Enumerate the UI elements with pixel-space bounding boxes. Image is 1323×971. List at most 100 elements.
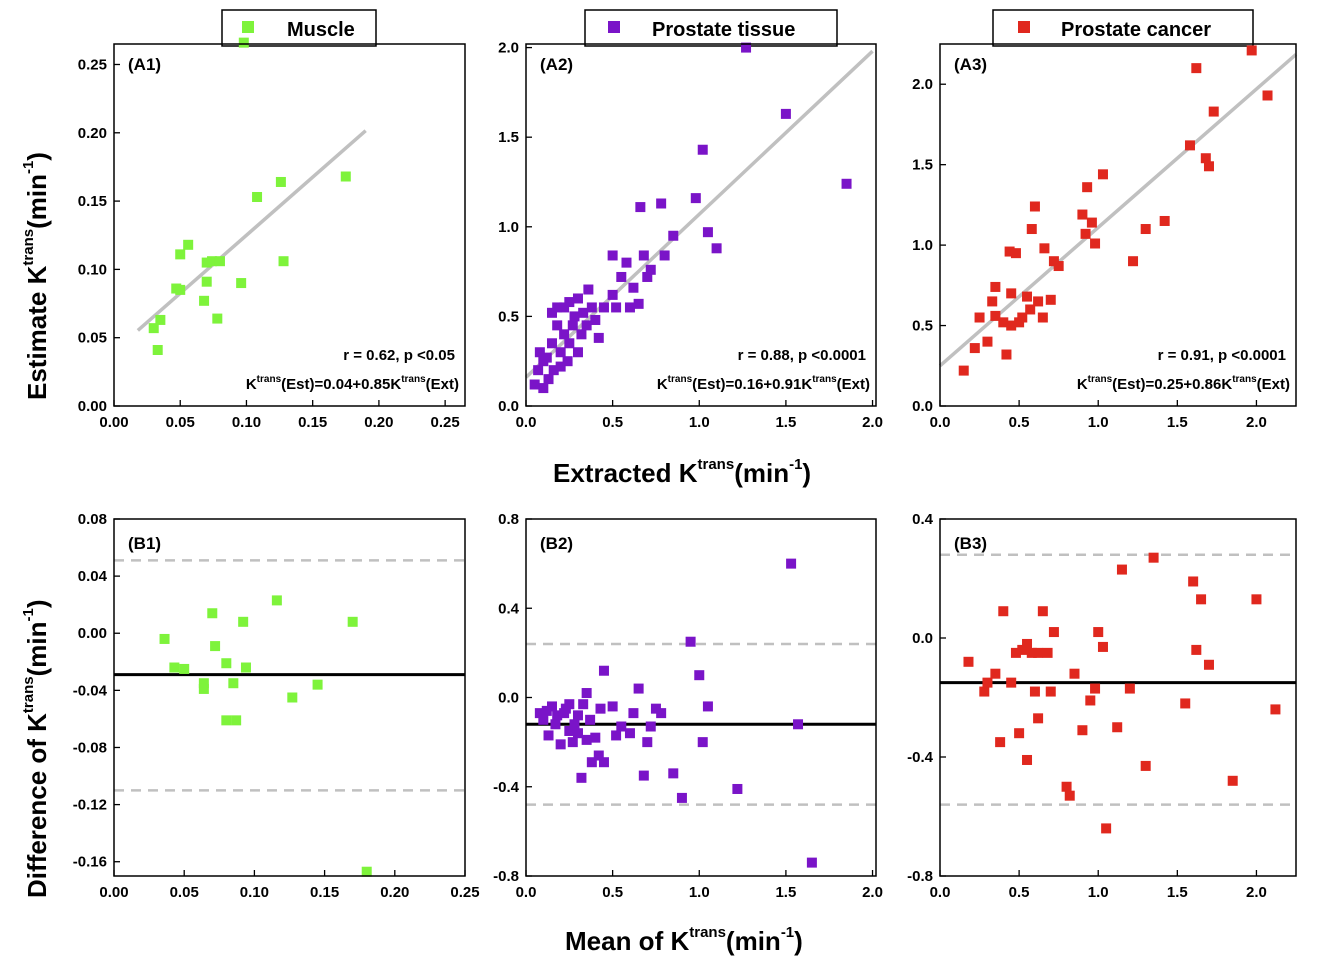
data-point — [1014, 728, 1025, 739]
data-point — [238, 37, 249, 48]
data-point — [1010, 248, 1021, 259]
data-point — [1124, 683, 1135, 694]
data-point — [616, 271, 627, 282]
data-point — [642, 271, 653, 282]
data-point — [628, 708, 639, 719]
data-point — [697, 737, 708, 748]
data-point — [979, 686, 990, 697]
data-point — [635, 202, 646, 213]
equation-part: (Ext) — [1257, 376, 1290, 393]
equation-part: (Est)=0.16+0.91K — [692, 376, 812, 393]
data-point — [567, 320, 578, 331]
data-point — [1227, 775, 1238, 786]
x-tick-label: 1.5 — [775, 884, 796, 901]
data-point — [1039, 243, 1050, 254]
panel-label: (A2) — [540, 55, 573, 74]
data-point — [562, 356, 573, 367]
data-point — [642, 737, 653, 748]
data-point — [585, 714, 596, 725]
data-point — [550, 719, 561, 730]
regression-fit-line — [136, 129, 367, 332]
data-point — [312, 679, 323, 690]
data-point — [347, 616, 358, 627]
data-point — [212, 313, 223, 324]
y-tick-label: 0.04 — [78, 568, 108, 585]
y-tick-label: 1.0 — [912, 237, 933, 254]
data-point — [1097, 641, 1108, 652]
y-tick-label: -0.16 — [73, 854, 107, 871]
equation-part: K — [246, 376, 257, 393]
data-point — [340, 171, 351, 182]
data-point — [555, 347, 566, 358]
panel-label: (A1) — [128, 55, 161, 74]
data-point — [1077, 209, 1088, 220]
data-point — [275, 176, 286, 187]
data-point — [581, 734, 592, 745]
data-point — [221, 715, 232, 726]
data-point — [546, 701, 557, 712]
data-point — [555, 361, 566, 372]
data-point — [1022, 291, 1033, 302]
data-point — [169, 662, 180, 673]
data-point — [638, 250, 649, 261]
data-point — [1026, 647, 1037, 658]
data-point — [221, 658, 232, 669]
data-point — [271, 595, 282, 606]
x-tick-label: 0.05 — [166, 414, 195, 431]
data-point — [1064, 790, 1075, 801]
data-point — [1017, 644, 1028, 655]
data-point — [214, 256, 225, 267]
data-point — [572, 347, 583, 358]
data-point — [1116, 564, 1127, 575]
data-point — [1033, 647, 1044, 658]
panel-b1: 0.00 0.05 0.10 0.15 0.20 0.25 0.08 0.04 0.00 -0.0… — [73, 511, 480, 901]
data-point — [656, 198, 667, 209]
x-tick-label: 0.15 — [310, 884, 339, 901]
data-point — [694, 670, 705, 681]
data-point — [702, 701, 713, 712]
equation-part: (Ext) — [837, 376, 870, 393]
data-point — [1208, 106, 1219, 117]
data-point — [998, 317, 1009, 328]
data-point — [1006, 288, 1017, 299]
x-tick-label: 1.5 — [1167, 414, 1188, 431]
x-tick-label: 0.20 — [364, 414, 393, 431]
data-point — [1159, 215, 1170, 226]
data-point — [659, 250, 670, 261]
data-point — [198, 678, 209, 689]
legend-prostate-cancer: Prostate cancer — [992, 9, 1254, 47]
data-point — [155, 314, 166, 325]
data-point — [628, 282, 639, 293]
data-point — [1077, 725, 1088, 736]
y-tick-label: 0.00 — [78, 625, 107, 642]
panel-a1: 0.00 0.05 0.10 0.15 0.20 0.25 0.00 0.05 0.10 0.15… — [78, 37, 466, 431]
x-tick-label: 0.10 — [240, 884, 269, 901]
data-point — [564, 699, 575, 710]
data-point — [1270, 704, 1281, 715]
x-tick-label: 2.0 — [862, 884, 883, 901]
data-point — [1026, 224, 1037, 235]
data-point — [621, 257, 632, 268]
y-tick-label: 2.0 — [498, 40, 519, 57]
data-point — [538, 714, 549, 725]
legend-cancer-label: Prostate cancer — [1061, 19, 1211, 41]
data-point — [578, 307, 589, 318]
data-point — [175, 249, 186, 260]
equation-part: trans — [401, 374, 426, 385]
data-point — [607, 701, 618, 712]
data-point — [1029, 201, 1040, 212]
plot-frame — [525, 518, 877, 877]
y-tick-label: 1.5 — [912, 157, 933, 174]
x-tick-label: 0.25 — [431, 414, 460, 431]
data-point — [1033, 713, 1044, 724]
correlation-annotation: r = 0.62, p <0.05 — [343, 347, 455, 364]
data-point — [607, 289, 618, 300]
data-point — [583, 284, 594, 295]
data-point — [780, 108, 791, 119]
y-tick-label: -0.08 — [73, 739, 107, 756]
top-y-axis-title: Estimate Ktrans(min-1) — [20, 152, 52, 400]
data-point — [668, 768, 679, 779]
data-point — [982, 336, 993, 347]
data-point — [590, 314, 601, 325]
